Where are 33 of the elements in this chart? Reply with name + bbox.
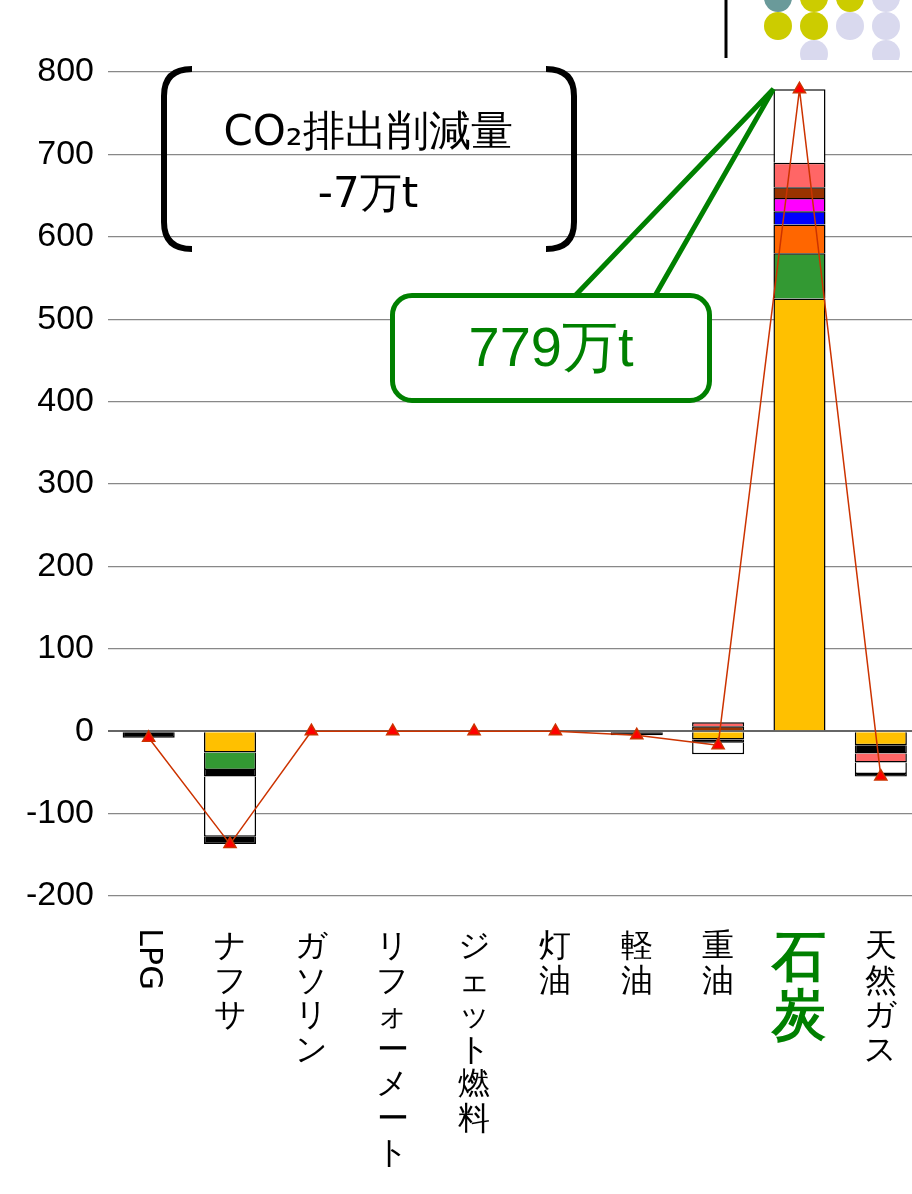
y-tick-label: -200 (25, 874, 94, 913)
y-tick-label: -100 (25, 791, 94, 830)
x-tick-label: ガソリン (293, 926, 329, 1068)
y-tick-label: 0 (75, 709, 94, 748)
point (874, 768, 888, 781)
x-tick-label: 灯油 (538, 926, 573, 999)
y-tick-label: 300 (37, 462, 94, 501)
point (141, 730, 156, 743)
annotation: 779万t (390, 293, 712, 403)
point (629, 727, 644, 740)
point (304, 723, 319, 736)
y-tick-label: 600 (37, 215, 94, 254)
x-tick-label: 石炭 (770, 925, 828, 1047)
point (711, 737, 725, 750)
x-tick-label: リフォーメート (375, 926, 411, 1172)
point (548, 723, 563, 736)
x-tick-label: 軽油 (619, 926, 654, 999)
point (223, 836, 237, 849)
x-tick-label: 重油 (701, 926, 736, 999)
y-tick-label: 100 (37, 627, 94, 666)
x-tick-label: 天然ガス (863, 926, 899, 1068)
annotation: CO₂排出削減量 -7万t (222, 105, 514, 219)
y-tick-label: 400 (37, 379, 94, 418)
y-tick-label: 700 (37, 132, 94, 171)
x-tick-label: LPG (131, 928, 170, 990)
y-tick-label: 500 (37, 297, 94, 336)
x-tick-label: ジェット燃料 (456, 926, 492, 1137)
x-tick-label: ナフサ (212, 926, 248, 1034)
point (385, 723, 400, 736)
point (792, 81, 807, 94)
point (467, 723, 481, 736)
y-tick-label: 800 (37, 50, 94, 89)
y-tick-label: 200 (37, 544, 94, 583)
